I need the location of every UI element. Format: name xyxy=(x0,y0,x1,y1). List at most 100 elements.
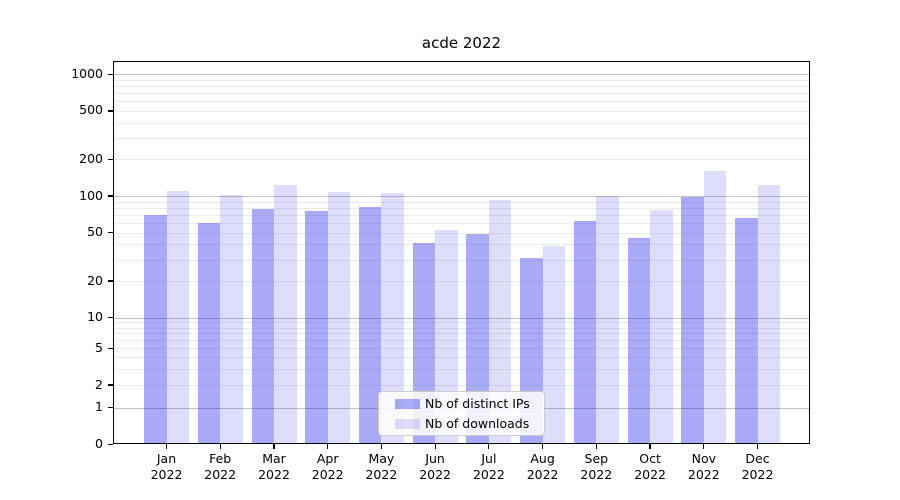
y-tick-label-100: 100 xyxy=(79,187,103,203)
x-tick-label-may: May 2022 xyxy=(365,451,398,482)
minor-gridline xyxy=(113,357,810,359)
bar-downloads-jun xyxy=(435,229,458,444)
bar-distinct-ips-apr xyxy=(305,211,328,444)
minor-gridline xyxy=(113,385,810,386)
x-tick-label-dec: Dec 2022 xyxy=(741,451,774,482)
minor-gridline xyxy=(113,137,810,139)
x-tick-mark xyxy=(327,444,329,449)
x-tick-label-jul: Jul 2022 xyxy=(472,451,505,482)
y-tick-label-500: 500 xyxy=(79,102,103,118)
bar-downloads-nov xyxy=(703,171,727,444)
minor-gridline xyxy=(113,207,810,209)
y-tick-label-20: 20 xyxy=(87,272,103,288)
x-tick-label-feb: Feb 2022 xyxy=(204,451,237,482)
y-tick-mark xyxy=(107,195,113,197)
x-tick-mark xyxy=(273,444,275,449)
bar-downloads-aug xyxy=(542,245,566,444)
bar-distinct-ips-dec xyxy=(735,218,758,444)
x-tick-mark xyxy=(488,444,490,449)
bar-downloads-sep xyxy=(596,196,619,444)
bar-downloads-may xyxy=(381,193,404,444)
y-tick-mark xyxy=(107,317,113,319)
bar-downloads-mar xyxy=(274,184,297,444)
minor-gridline xyxy=(113,159,810,161)
minor-gridline xyxy=(113,259,810,261)
bar-downloads-jan xyxy=(166,191,189,444)
bar-distinct-ips-feb xyxy=(197,223,221,444)
bar-downloads-apr xyxy=(327,191,351,444)
minor-gridline xyxy=(113,86,810,88)
y-tick-mark xyxy=(107,407,113,409)
x-tick-mark xyxy=(649,444,651,449)
x-tick-label-oct: Oct 2022 xyxy=(634,451,666,482)
y-tick-label-0: 0 xyxy=(95,435,103,451)
y-tick-mark xyxy=(107,73,113,75)
major-gridline xyxy=(113,74,810,76)
y-tick-mark xyxy=(107,347,113,349)
y-tick-mark xyxy=(107,158,113,160)
bar-distinct-ips-jan xyxy=(144,214,167,444)
x-tick-mark xyxy=(380,444,383,449)
x-tick-label-jan: Jan 2022 xyxy=(150,451,183,482)
y-tick-mark xyxy=(107,443,113,445)
x-tick-mark xyxy=(434,444,436,449)
x-tick-mark xyxy=(703,444,705,449)
y-tick-mark xyxy=(107,232,113,234)
x-tick-mark xyxy=(165,444,168,449)
bar-downloads-dec xyxy=(757,185,780,444)
bar-distinct-ips-oct xyxy=(627,238,651,444)
minor-gridline xyxy=(113,122,810,124)
minor-gridline xyxy=(113,327,810,329)
x-tick-label-aug: Aug 2022 xyxy=(526,451,559,482)
minor-gridline xyxy=(113,333,810,335)
chart-title: acde 2022 xyxy=(421,34,502,52)
minor-gridline xyxy=(113,201,810,203)
y-tick-label-5: 5 xyxy=(95,339,103,355)
x-tick-label-nov: Nov 2022 xyxy=(687,451,720,482)
y-tick-mark xyxy=(107,384,113,386)
y-tick-mark xyxy=(107,280,113,282)
y-tick-label-1000: 1000 xyxy=(71,65,103,81)
legend-item-distinct-ips: Nb of distinct IPs xyxy=(395,396,544,411)
minor-gridline xyxy=(113,214,810,216)
minor-gridline xyxy=(113,232,810,234)
legend: Nb of distinct IPs Nb of downloads xyxy=(378,391,545,436)
minor-gridline xyxy=(113,93,810,95)
minor-gridline xyxy=(113,340,810,342)
legend-item-downloads: Nb of downloads xyxy=(395,416,544,431)
bar-downloads-jul xyxy=(488,200,512,444)
minor-gridline xyxy=(113,223,810,224)
bar-distinct-ips-nov xyxy=(681,197,704,444)
plot-area xyxy=(113,61,810,444)
major-gridline xyxy=(113,196,810,197)
bar-distinct-ips-sep xyxy=(573,221,597,444)
minor-gridline xyxy=(113,368,810,370)
bar-downloads-feb xyxy=(220,195,243,444)
y-tick-label-200: 200 xyxy=(79,150,103,166)
x-tick-label-mar: Mar 2022 xyxy=(258,451,290,482)
legend-label-distinct-ips: Nb of distinct IPs xyxy=(425,396,530,411)
minor-gridline xyxy=(113,244,810,246)
y-tick-label-10: 10 xyxy=(87,309,103,325)
x-tick-label-apr: Apr 2022 xyxy=(311,451,344,482)
minor-gridline xyxy=(113,322,810,324)
minor-gridline xyxy=(113,348,810,350)
legend-swatch-downloads xyxy=(395,418,420,429)
bar-distinct-ips-mar xyxy=(251,209,274,444)
x-tick-mark xyxy=(542,444,544,449)
bar-distinct-ips-may xyxy=(358,207,382,444)
x-tick-label-sep: Sep 2022 xyxy=(580,451,613,482)
x-tick-mark xyxy=(756,444,759,449)
minor-gridline xyxy=(113,101,810,103)
bar-downloads-oct xyxy=(650,209,673,444)
y-tick-label-50: 50 xyxy=(87,224,103,240)
y-tick-mark xyxy=(107,110,113,112)
minor-gridline xyxy=(113,79,810,81)
minor-gridline xyxy=(113,110,810,112)
x-tick-mark xyxy=(219,444,221,449)
y-tick-label-1: 1 xyxy=(95,399,103,415)
major-gridline xyxy=(113,317,810,319)
minor-gridline xyxy=(113,281,810,283)
legend-label-downloads: Nb of downloads xyxy=(425,416,530,431)
